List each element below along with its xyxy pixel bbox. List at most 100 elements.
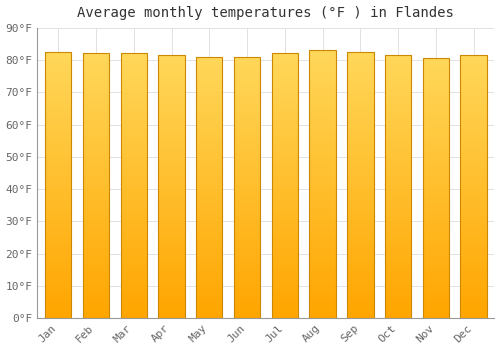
Bar <box>310 93 336 96</box>
Bar <box>422 58 449 61</box>
Bar <box>272 268 298 271</box>
Bar <box>385 158 411 160</box>
Bar <box>460 271 487 273</box>
Bar <box>422 214 449 217</box>
Bar <box>347 124 374 126</box>
Bar <box>158 229 184 231</box>
Bar <box>272 106 298 109</box>
Bar <box>82 104 109 106</box>
Bar <box>347 220 374 222</box>
Bar <box>45 111 72 113</box>
Bar <box>45 60 72 63</box>
Bar <box>310 206 336 208</box>
Bar <box>82 199 109 202</box>
Bar <box>422 269 449 271</box>
Bar <box>45 204 72 206</box>
Bar <box>422 69 449 71</box>
Bar <box>196 247 222 250</box>
Bar <box>347 140 374 142</box>
Bar <box>272 62 298 64</box>
Bar <box>120 247 147 249</box>
Bar <box>460 195 487 197</box>
Bar <box>272 196 298 199</box>
Bar <box>385 200 411 202</box>
Bar <box>310 187 336 190</box>
Bar <box>422 157 449 160</box>
Bar <box>272 54 298 56</box>
Bar <box>82 202 109 204</box>
Bar <box>45 81 72 84</box>
Bar <box>272 199 298 202</box>
Bar <box>310 101 336 104</box>
Bar <box>272 117 298 120</box>
Bar <box>460 100 487 103</box>
Bar <box>82 146 109 149</box>
Bar <box>385 297 411 300</box>
Bar <box>45 297 72 300</box>
Bar <box>422 295 449 298</box>
Bar <box>120 207 147 210</box>
Bar <box>385 105 411 108</box>
Bar <box>234 240 260 242</box>
Bar <box>422 274 449 276</box>
Bar <box>120 133 147 135</box>
Bar <box>460 192 487 195</box>
Bar <box>120 186 147 189</box>
Bar <box>310 139 336 141</box>
Bar <box>120 271 147 273</box>
Bar <box>234 274 260 276</box>
Bar <box>422 310 449 313</box>
Bar <box>310 240 336 243</box>
Bar <box>310 114 336 117</box>
Bar <box>120 252 147 255</box>
Bar <box>422 225 449 227</box>
Bar <box>460 58 487 60</box>
Bar <box>158 118 184 121</box>
Bar <box>45 113 72 116</box>
Bar <box>422 92 449 95</box>
Bar <box>460 231 487 234</box>
Bar <box>310 273 336 275</box>
Bar <box>120 300 147 302</box>
Bar <box>347 60 374 63</box>
Bar <box>272 249 298 252</box>
Bar <box>45 217 72 220</box>
Bar <box>158 92 184 94</box>
Bar <box>422 71 449 74</box>
Bar <box>158 184 184 187</box>
Bar <box>45 292 72 294</box>
Bar <box>385 116 411 118</box>
Bar <box>82 130 109 133</box>
Bar <box>82 109 109 112</box>
Bar <box>310 254 336 257</box>
Bar <box>310 90 336 93</box>
Bar <box>158 226 184 229</box>
Bar <box>158 313 184 316</box>
Bar <box>158 245 184 247</box>
Bar <box>45 284 72 286</box>
Bar <box>385 294 411 297</box>
Bar <box>347 150 374 153</box>
Bar <box>234 169 260 172</box>
Bar <box>347 300 374 302</box>
Bar <box>196 211 222 213</box>
Bar <box>460 189 487 192</box>
Bar <box>272 300 298 302</box>
Bar <box>82 271 109 273</box>
Bar <box>460 126 487 129</box>
Bar <box>120 257 147 260</box>
Bar <box>347 281 374 284</box>
Bar <box>234 148 260 151</box>
Bar <box>310 69 336 72</box>
Bar <box>158 308 184 310</box>
Bar <box>82 141 109 144</box>
Bar <box>347 252 374 254</box>
Bar <box>272 223 298 225</box>
Bar <box>196 133 222 135</box>
Bar <box>234 227 260 229</box>
Bar <box>460 113 487 116</box>
Bar <box>460 239 487 242</box>
Bar <box>347 137 374 140</box>
Bar <box>385 110 411 113</box>
Bar <box>196 292 222 295</box>
